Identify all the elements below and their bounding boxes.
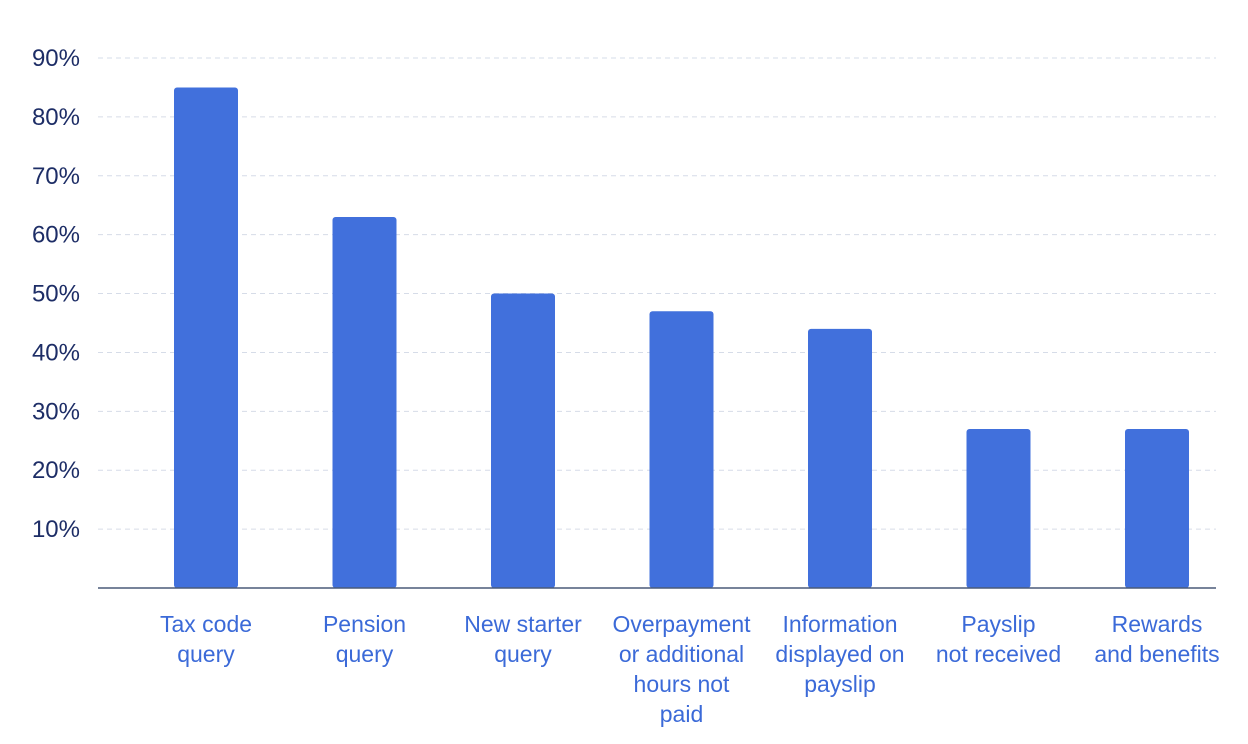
category-label-line: and benefits <box>1094 641 1219 667</box>
y-tick-label: 90% <box>32 45 80 72</box>
bar <box>491 293 555 588</box>
bars <box>174 87 1189 588</box>
y-tick-label: 40% <box>32 339 80 366</box>
bar <box>1125 429 1189 588</box>
x-axis-category-labels: Tax code query Pension query New starter quer… <box>160 611 1220 727</box>
category-label: New starter query <box>464 611 582 667</box>
category-label-line: query <box>177 641 235 667</box>
category-label-line: payslip <box>804 671 876 697</box>
category-label-line: hours not <box>634 671 731 697</box>
category-label-line: or additional <box>619 641 744 667</box>
y-tick-label: 20% <box>32 457 80 484</box>
category-label: Rewards and benefits <box>1094 611 1219 667</box>
category-label-line: Information <box>782 611 897 637</box>
category-label-line: query <box>336 641 394 667</box>
category-label-line: displayed on <box>775 641 904 667</box>
category-label-line: paid <box>660 701 703 727</box>
category-label-line: Tax code <box>160 611 252 637</box>
y-tick-label: 50% <box>32 281 80 308</box>
y-tick-label: 70% <box>32 163 80 190</box>
category-label-line: New starter <box>464 611 582 637</box>
bar <box>332 217 397 588</box>
y-tick-label: 10% <box>32 516 80 543</box>
category-label-line: Pension <box>323 611 406 637</box>
y-tick-label: 30% <box>32 398 80 425</box>
bar <box>649 311 714 588</box>
category-label: Tax code query <box>160 611 252 667</box>
category-label-line: not received <box>936 641 1061 667</box>
bar <box>966 429 1031 588</box>
category-label: Payslip not received <box>936 611 1061 667</box>
y-tick-label: 60% <box>32 222 80 249</box>
y-axis-tick-labels: 10% 20% 30% 40% 50% 60% 70% 80% 90% <box>32 45 80 543</box>
category-label-line: Overpayment <box>612 611 751 637</box>
category-label: Overpayment or additional hours not paid <box>612 611 751 727</box>
category-label: Information displayed on payslip <box>775 611 904 697</box>
category-label-line: Rewards <box>1112 611 1203 637</box>
bar <box>808 328 872 588</box>
category-label-line: Payslip <box>961 611 1035 637</box>
y-tick-label: 80% <box>32 104 80 131</box>
category-label-line: query <box>494 641 552 667</box>
category-label: Pension query <box>323 611 406 667</box>
bar <box>174 87 238 588</box>
